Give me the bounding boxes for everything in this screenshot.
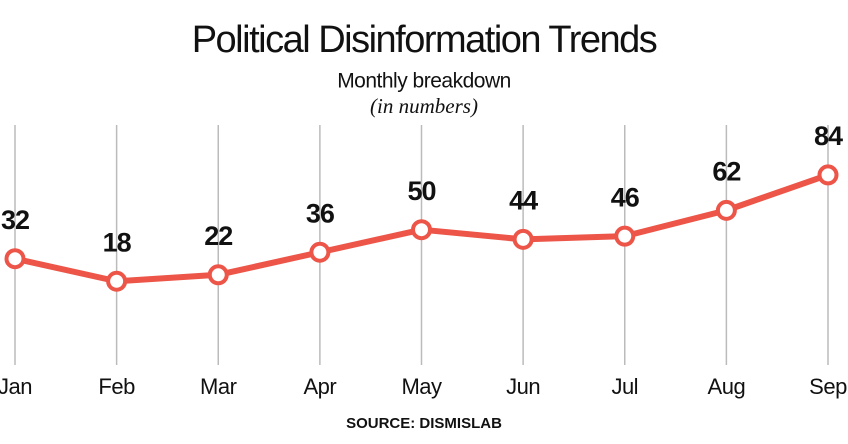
x-tick-label: Jul	[611, 374, 638, 399]
x-tick-label: Feb	[98, 374, 135, 399]
point	[309, 241, 331, 263]
value-label: 18	[103, 227, 132, 257]
value-label: 46	[611, 182, 640, 212]
x-tick-label: Sep	[809, 374, 847, 399]
x-tick-label: Apr	[304, 374, 337, 399]
point	[715, 199, 737, 221]
x-tick-label: Mar	[200, 374, 237, 399]
point	[411, 219, 432, 241]
value-label: 62	[712, 156, 740, 186]
value-label: 84	[814, 121, 843, 151]
value-label: 32	[1, 205, 29, 235]
chart-subtitle: Monthly breakdown	[337, 70, 511, 93]
x-tick-label: May	[401, 374, 442, 399]
point	[4, 248, 26, 270]
point	[106, 270, 128, 292]
x-tick-label: Jun	[506, 374, 540, 399]
chart-title: Political Disinformation Trends	[192, 19, 657, 61]
point	[614, 225, 636, 247]
point	[817, 164, 839, 186]
x-tick-label: Jan	[0, 374, 32, 399]
value-label: 44	[509, 185, 538, 215]
x-tick-label: Aug	[708, 374, 746, 399]
source: SOURCE: DISMISLAB	[346, 415, 502, 432]
unit-note: (in numbers)	[370, 94, 478, 118]
point	[207, 264, 229, 286]
value-label: 36	[306, 198, 335, 228]
value-label: 22	[204, 221, 232, 251]
point	[512, 228, 534, 250]
value-label: 50	[407, 176, 435, 206]
